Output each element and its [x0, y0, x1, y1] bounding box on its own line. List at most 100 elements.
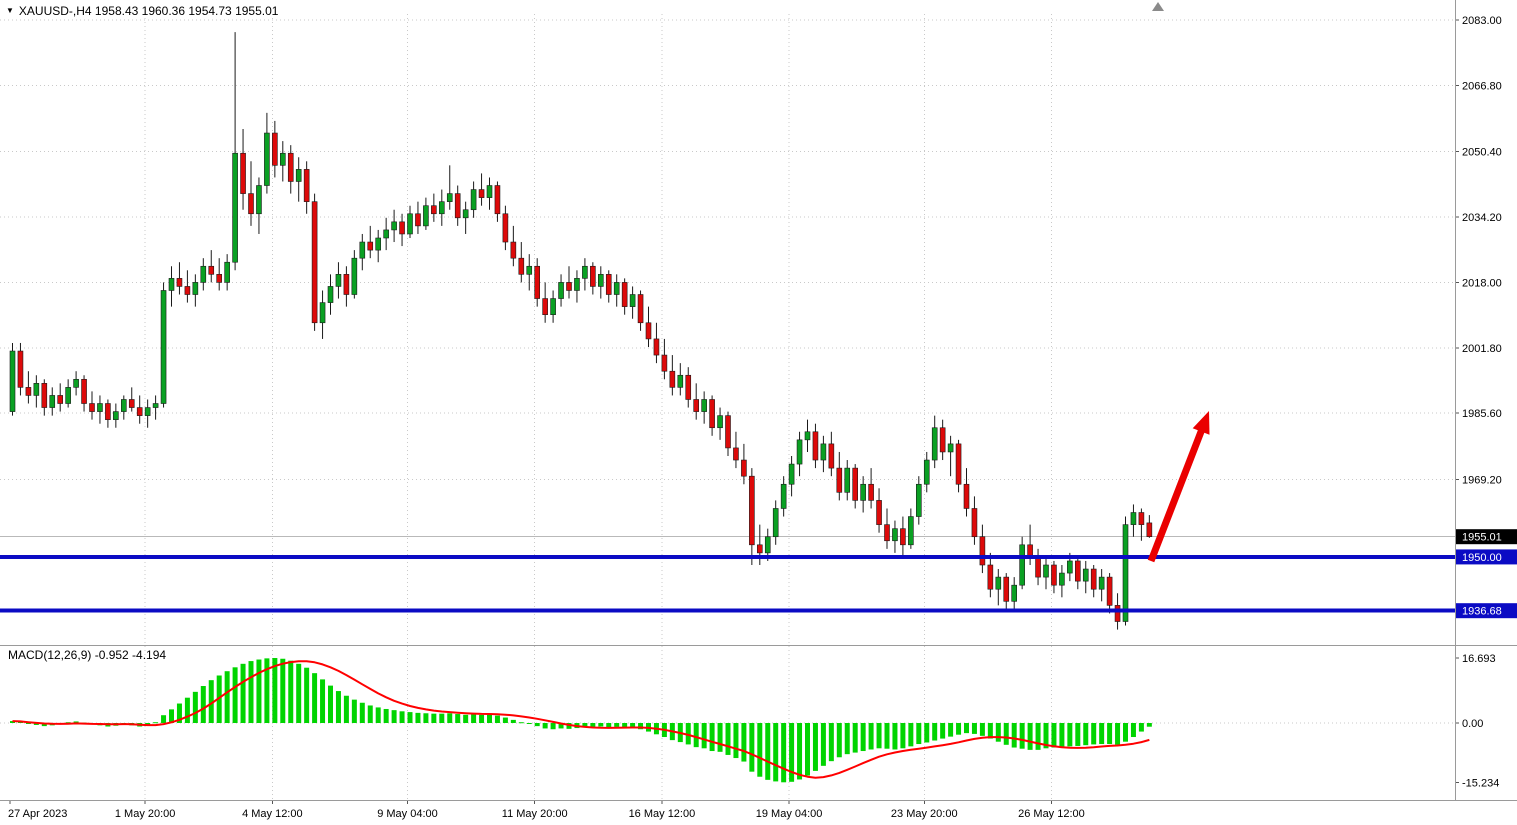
- macd-bar: [956, 723, 962, 735]
- candle-body: [892, 528, 898, 542]
- candle-body: [605, 274, 612, 295]
- macd-bar: [463, 714, 469, 723]
- price-tag: [1456, 529, 1517, 545]
- macd-bar: [582, 723, 588, 727]
- macd-bar: [518, 722, 524, 724]
- macd-bar: [240, 663, 246, 723]
- price-tag-label: 1936.68: [1462, 606, 1502, 618]
- macd-bar: [964, 723, 969, 734]
- candle-body: [248, 193, 254, 215]
- candle-body: [454, 193, 461, 219]
- macd-bar: [987, 723, 993, 739]
- candle-body: [423, 205, 429, 227]
- macd-bar: [1035, 723, 1041, 750]
- candle-body: [836, 467, 843, 493]
- macd-bar: [288, 660, 294, 723]
- candle-body: [931, 427, 938, 461]
- candle-body: [502, 213, 509, 243]
- time-axis-label: 19 May 04:00: [756, 808, 823, 820]
- candle-body: [446, 193, 453, 202]
- macd-bar: [1091, 723, 1097, 745]
- macd-bar: [25, 723, 31, 724]
- trend-arrow-shaft: [1147, 425, 1207, 563]
- candle-body: [955, 443, 962, 485]
- symbol-dropdown-icon[interactable]: ▼: [6, 6, 14, 15]
- macd-bar: [1059, 723, 1065, 748]
- macd-bar: [375, 707, 381, 723]
- candle-body: [629, 294, 636, 307]
- candle-body: [597, 274, 604, 287]
- candle-body: [876, 500, 882, 525]
- macd-bar: [948, 723, 954, 737]
- candle-body: [510, 241, 517, 259]
- macd-bar: [248, 661, 254, 723]
- candle-body: [574, 278, 580, 291]
- macd-bar: [415, 712, 421, 723]
- time-axis-label: 4 May 12:00: [242, 808, 303, 820]
- candle-body: [200, 265, 207, 283]
- candle-body: [33, 383, 40, 396]
- macd-bar: [868, 723, 874, 750]
- candle-body: [701, 399, 707, 412]
- candle-body: [1075, 560, 1081, 582]
- macd-axis-label: -15.234: [1462, 777, 1499, 789]
- candle-body: [144, 407, 151, 416]
- macd-bar: [407, 712, 413, 723]
- candle-body: [741, 459, 747, 477]
- candle-body: [860, 483, 866, 501]
- candle-body: [900, 528, 906, 546]
- candle-body: [311, 201, 318, 324]
- macd-bar: [1011, 723, 1017, 748]
- macd-bar: [558, 723, 564, 729]
- macd-bar: [359, 702, 365, 723]
- macd-bar: [208, 680, 214, 723]
- candle-body: [57, 395, 64, 404]
- macd-bar: [995, 723, 1001, 742]
- candle-body: [780, 483, 787, 509]
- macd-bar: [892, 723, 898, 750]
- candle-body: [820, 443, 827, 461]
- macd-bar: [916, 723, 922, 745]
- macd-bar: [320, 679, 326, 723]
- candle-body: [1011, 584, 1018, 602]
- candle-body: [9, 350, 16, 412]
- candle-body: [661, 354, 668, 372]
- price-axis-label: 2083.00: [1462, 15, 1502, 27]
- candle-body: [542, 298, 548, 316]
- candle-body: [1130, 512, 1137, 525]
- candle-body: [264, 132, 270, 186]
- macd-bar: [566, 723, 572, 729]
- macd-bar: [1099, 723, 1105, 745]
- macd-bar: [725, 723, 731, 755]
- candle-body: [431, 205, 437, 215]
- candle-body: [582, 265, 588, 279]
- macd-bar: [741, 723, 747, 762]
- candle-body: [17, 350, 24, 388]
- macd-bar: [765, 723, 771, 780]
- macd-bar: [256, 659, 262, 723]
- macd-bar: [693, 723, 699, 748]
- macd-bar: [343, 695, 349, 723]
- time-axis-label: 11 May 20:00: [502, 808, 568, 820]
- macd-bar: [296, 663, 302, 723]
- symbol-ohlc-text: XAUUSD-,H4 1958.43 1960.36 1954.73 1955.…: [18, 4, 279, 18]
- macd-bar: [1083, 723, 1089, 746]
- macd-bar: [328, 685, 333, 723]
- macd-bar: [709, 723, 715, 752]
- macd-bar: [176, 703, 182, 723]
- macd-bar: [169, 709, 174, 723]
- candle-body: [1106, 576, 1113, 606]
- macd-indicator-label: MACD(12,26,9) -0.952 -4.194: [8, 648, 167, 662]
- candle-body: [232, 152, 238, 263]
- candle-body: [804, 431, 811, 441]
- macd-bar: [884, 723, 890, 749]
- macd-bar: [1051, 723, 1057, 748]
- scroll-anchor-icon[interactable]: [1152, 2, 1164, 11]
- price-axis-label: 2001.80: [1462, 343, 1502, 355]
- macd-axis-label: 0.00: [1462, 718, 1483, 730]
- candle-body: [971, 508, 978, 538]
- macd-bar: [749, 723, 755, 772]
- macd-bar: [312, 673, 318, 723]
- candle-body: [733, 447, 739, 461]
